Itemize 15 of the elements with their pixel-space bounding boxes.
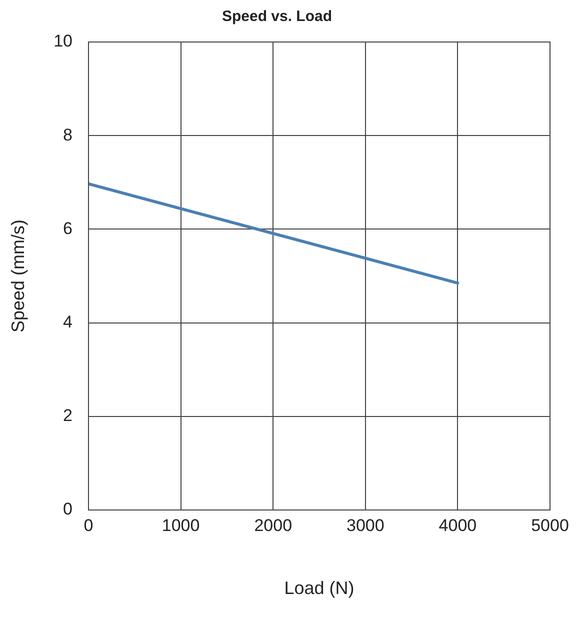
x-tick-label: 5000 xyxy=(531,516,569,535)
y-tick-label: 4 xyxy=(63,312,73,332)
x-tick-label: 3000 xyxy=(346,516,384,535)
y-tick-label: 2 xyxy=(63,406,73,426)
y-tick-label: 6 xyxy=(63,218,73,238)
x-tick-label: 1000 xyxy=(162,516,200,535)
x-axis-title: Load (N) xyxy=(284,578,354,598)
x-tick-label: 0 xyxy=(84,516,94,535)
y-tick-label: 0 xyxy=(63,500,73,519)
y-axis-title: Speed (mm/s) xyxy=(8,219,28,333)
y-tick-label: 8 xyxy=(63,125,73,144)
x-tick-label: 4000 xyxy=(438,516,477,535)
chart-title: Speed vs. Load xyxy=(222,8,332,26)
x-tick-label: 2000 xyxy=(254,516,292,535)
y-tick-label: 10 xyxy=(54,32,73,51)
